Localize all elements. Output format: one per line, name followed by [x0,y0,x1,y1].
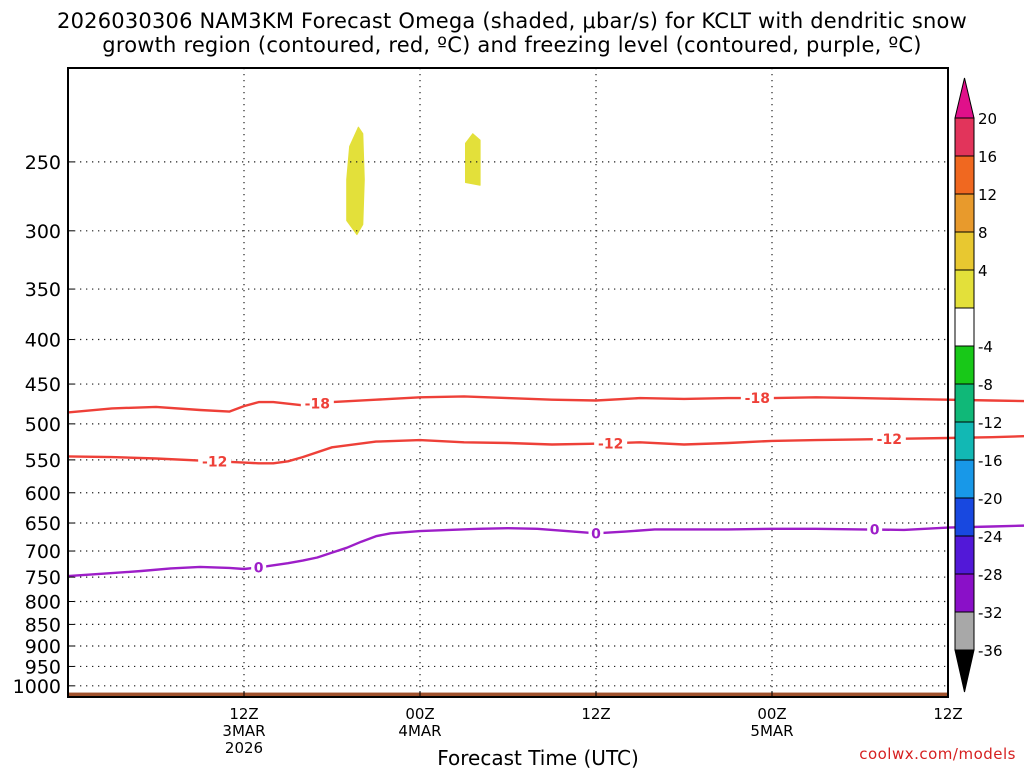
x-tick-label-0-1: 12Z [229,705,258,723]
colorbar-label-3: 12 [978,186,997,204]
contour-line-0 [67,524,1024,578]
y-tick-label-850: 850 [25,614,61,636]
x-tick-label-0-2: 3MAR [222,722,265,740]
contour-label-0-3: 0 [870,523,880,539]
y-tick-label-650: 650 [25,513,61,535]
y-tick-label-900: 900 [25,636,61,658]
y-tick-label-700: 700 [25,541,61,563]
colorbar-label-11: -24 [978,528,1003,546]
contour-label-bg-0-3 [867,521,883,538]
x-tick-label-48-1: 12Z [933,705,962,723]
contour-line-minus12 [67,434,1024,465]
x-tick-label-12-1: 00Z [405,705,434,723]
colorbar-bin-2 [954,155,975,195]
colorbar-bin-7 [954,345,975,385]
y-tick-label-1000: 1000 [13,676,61,698]
colorbar-bin-1 [954,117,975,157]
colorbar-label-9: -16 [978,452,1003,470]
x-tick-label-0-3: 2026 [225,739,263,757]
contour-label-bg-0-1 [251,559,267,576]
y-tick-label-600: 600 [25,483,61,505]
surface-terrain-fill [69,692,947,696]
omega-shade-region-1 [346,126,365,236]
chart-title-line-2: growth region (contoured, red, ºC) and f… [102,33,922,57]
colorbar-label-10: -20 [978,490,1003,508]
contour-label-bg-minus18-1 [300,395,334,412]
colorbar-label-1: 20 [978,110,997,128]
contour-label-minus12-2: -12 [598,436,623,452]
chart-title-line-1: 2026030306 NAM3KM Forecast Omega (shaded… [57,9,967,33]
colorbar-label-13: -32 [978,604,1003,622]
y-tick-label-300: 300 [25,221,61,243]
y-tick-label-350: 350 [25,279,61,301]
y-tick-label-950: 950 [25,656,61,678]
y-tick-label-500: 500 [25,414,61,436]
site-credit: coolwx.com/models [859,745,1016,763]
colorbar-bin-9 [954,421,975,461]
colorbar-top-arrow [954,77,975,119]
colorbar-bin-3 [954,193,975,233]
contour-label-minus12-3: -12 [877,432,902,448]
contour-label-bg-minus12-1 [198,453,232,470]
colorbar-label-12: -28 [978,566,1003,584]
contour-label-minus18-2: -18 [745,391,770,407]
y-tick-label-250: 250 [25,152,61,174]
x-tick-label-24-1: 12Z [581,705,610,723]
colorbar-label-14: -36 [978,642,1003,660]
colorbar-bin-14 [954,611,975,651]
colorbar-label-2: 16 [978,148,997,166]
contour-label-bg-minus12-2 [594,435,628,452]
colorbar-bin-4 [954,231,975,271]
colorbar-bin-8 [954,383,975,423]
y-tick-label-550: 550 [25,450,61,472]
x-tick-label-36-1: 00Z [757,705,786,723]
colorbar-bin-11 [954,497,975,537]
x-tick-label-12-2: 4MAR [398,722,441,740]
colorbar-bin-6 [954,307,975,347]
plot-frame [67,67,949,698]
contour-label-bg-minus12-3 [872,430,906,447]
contour-label-minus18-1: -18 [305,397,330,413]
colorbar-bin-12 [954,535,975,575]
colorbar-label-8: -12 [978,414,1003,432]
contour-label-0-2: 0 [591,526,601,542]
contour-line-minus18 [67,395,1024,414]
x-axis-title: Forecast Time (UTC) [437,746,639,768]
colorbar-label-5: 4 [978,262,988,280]
y-tick-label-750: 750 [25,567,61,589]
colorbar-label-6: -4 [978,338,993,356]
colorbar-bottom-arrow [954,649,975,693]
contour-label-bg-minus18-2 [740,390,774,407]
colorbar-bin-13 [954,573,975,613]
y-tick-label-800: 800 [25,591,61,613]
x-tick-label-36-2: 5MAR [750,722,793,740]
colorbar-bin-10 [954,459,975,499]
colorbar-label-7: -8 [978,376,993,394]
y-tick-label-400: 400 [25,330,61,352]
colorbar-bin-5 [954,269,975,309]
contour-label-minus12-1: -12 [202,454,227,470]
contour-label-bg-0-2 [588,525,604,542]
colorbar-label-4: 8 [978,224,988,242]
contour-label-0-1: 0 [254,560,264,576]
y-tick-label-450: 450 [25,374,61,396]
omega-shade-region-2 [465,133,481,186]
